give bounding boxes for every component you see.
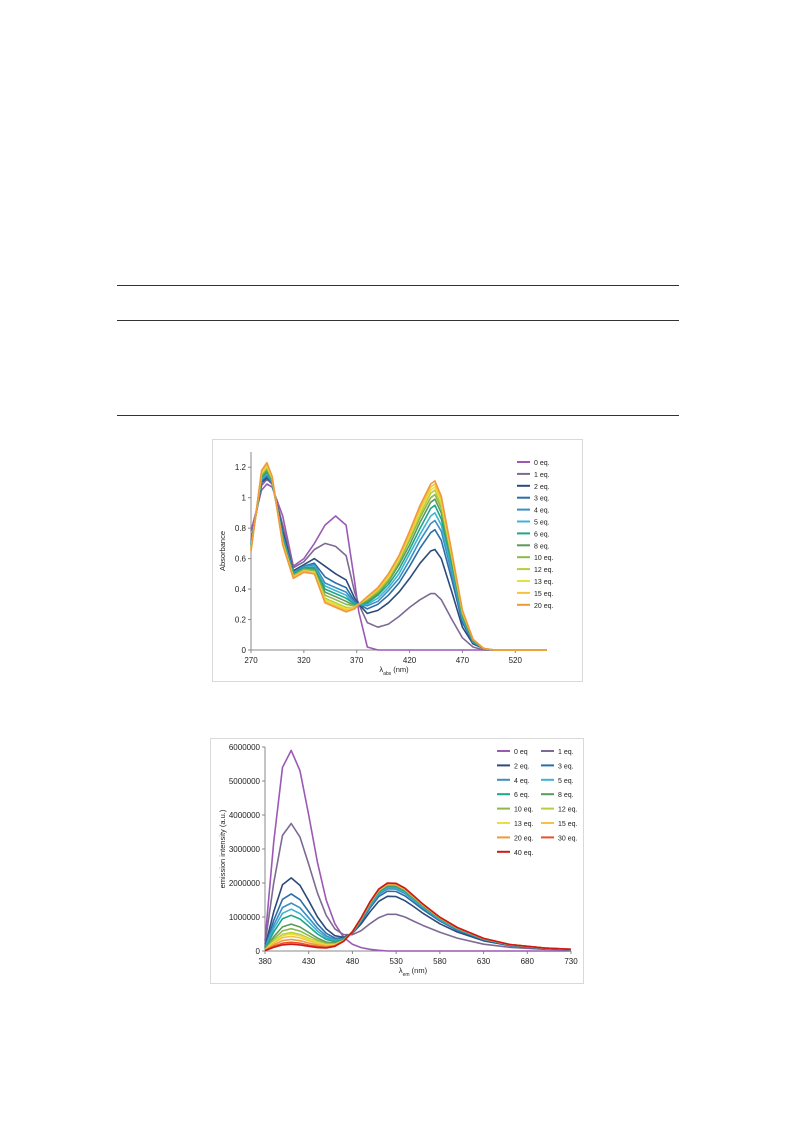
x-tick-label: 420 [403, 656, 417, 665]
series-line-1-eq [264, 822, 572, 951]
y-tick-label: 0.8 [235, 524, 247, 533]
x-axis-label: λem (nm) [399, 966, 428, 978]
x-tick-label: 630 [477, 957, 491, 966]
y-tick-label: 4000000 [229, 811, 261, 820]
x-tick-label: 580 [433, 957, 447, 966]
legend-label: 4 eq. [534, 508, 550, 515]
x-tick-label: 470 [456, 656, 470, 665]
table-rule-top [117, 285, 679, 286]
legend-label: 15 eq. [558, 821, 578, 828]
series-line-0-eq [250, 483, 547, 651]
x-tick-label: 730 [564, 957, 578, 966]
legend-label: 8 eq. [558, 792, 574, 799]
x-tick-label: 480 [346, 957, 360, 966]
x-tick-label: 430 [302, 957, 316, 966]
x-tick-label: 320 [297, 656, 311, 665]
legend-label: 0 eq [514, 749, 528, 756]
legend-label: 10 eq. [514, 807, 534, 814]
x-tick-label: 270 [244, 656, 258, 665]
legend-label: 10 eq. [534, 555, 554, 562]
series-line-20-eq [250, 461, 547, 651]
legend-label: 20 eq. [514, 835, 534, 842]
legend-label: 3 eq. [558, 763, 574, 770]
series-line-40-eq [264, 882, 572, 952]
y-tick-label: 3000000 [229, 845, 261, 854]
emission-chart: 0 1000000 2000000 3000000 4000000 5000000 6000… [210, 738, 584, 984]
series-line-1-eq [250, 478, 547, 651]
absorbance-chart: 0 0.2 0.4 0.6 0.8 1 1.2 270 320 370 420 470 520 λabs … [212, 439, 583, 682]
series-line-2-eq [264, 877, 572, 951]
legend-label: 0 eq. [534, 460, 550, 467]
legend-label: 2 eq. [534, 484, 550, 491]
legend-label: 5 eq. [558, 778, 574, 785]
legend-label: 30 eq. [558, 835, 578, 842]
y-tick-label: 2000000 [229, 879, 261, 888]
legend-label: 2 eq. [514, 763, 530, 770]
legend-label: 8 eq. [534, 543, 550, 550]
legend-label: 3 eq. [534, 496, 550, 503]
x-tick-label: 680 [521, 957, 535, 966]
y-tick-label: 0.6 [235, 555, 247, 564]
legend-label: 15 eq. [534, 591, 554, 598]
legend-label: 6 eq. [534, 531, 550, 538]
legend-label: 40 eq. [514, 850, 534, 857]
table-rule-bottom [117, 415, 679, 416]
legend-label: 13 eq. [534, 579, 554, 586]
series-line-0-eq [264, 749, 571, 952]
x-axis-label: λabs (nm) [379, 665, 409, 677]
legend-label: 4 eq. [514, 778, 530, 785]
x-tick-label: 530 [389, 957, 403, 966]
emission-chart-svg: 0 1000000 2000000 3000000 4000000 5000000 6000… [218, 743, 578, 978]
legend-label: 12 eq. [534, 567, 554, 574]
y-tick-label: 1.2 [235, 463, 247, 472]
y-axis-label: emission intensity (a.u.) [218, 809, 227, 888]
y-tick-label: 1 [242, 494, 247, 503]
y-tick-label: 1000000 [229, 913, 261, 922]
legend-label: 6 eq. [514, 792, 530, 799]
legend-label: 12 eq. [558, 807, 578, 814]
x-tick-label: 520 [509, 656, 523, 665]
y-tick-label: 6000000 [229, 743, 261, 752]
x-tick-label: 370 [350, 656, 364, 665]
legend-label: 5 eq. [534, 520, 550, 527]
series-line-13-eq [264, 883, 572, 951]
y-tick-label: 0.2 [235, 616, 247, 625]
absorbance-chart-svg: 0 0.2 0.4 0.6 0.8 1 1.2 270 320 370 420 470 520 λabs … [218, 452, 554, 677]
y-tick-label: 0 [242, 646, 247, 655]
legend-label: 20 eq. [534, 603, 554, 610]
legend-label: 13 eq. [514, 821, 534, 828]
legend-label: 1 eq. [558, 749, 574, 756]
legend-label: 1 eq. [534, 472, 550, 479]
y-tick-label: 0 [256, 947, 261, 956]
series-line-3-eq [264, 890, 572, 951]
y-axis-label: Absorbance [218, 531, 227, 571]
y-tick-label: 0.4 [235, 585, 247, 594]
y-tick-label: 5000000 [229, 777, 261, 786]
x-tick-label: 380 [258, 957, 272, 966]
table-rule-mid [117, 320, 679, 321]
